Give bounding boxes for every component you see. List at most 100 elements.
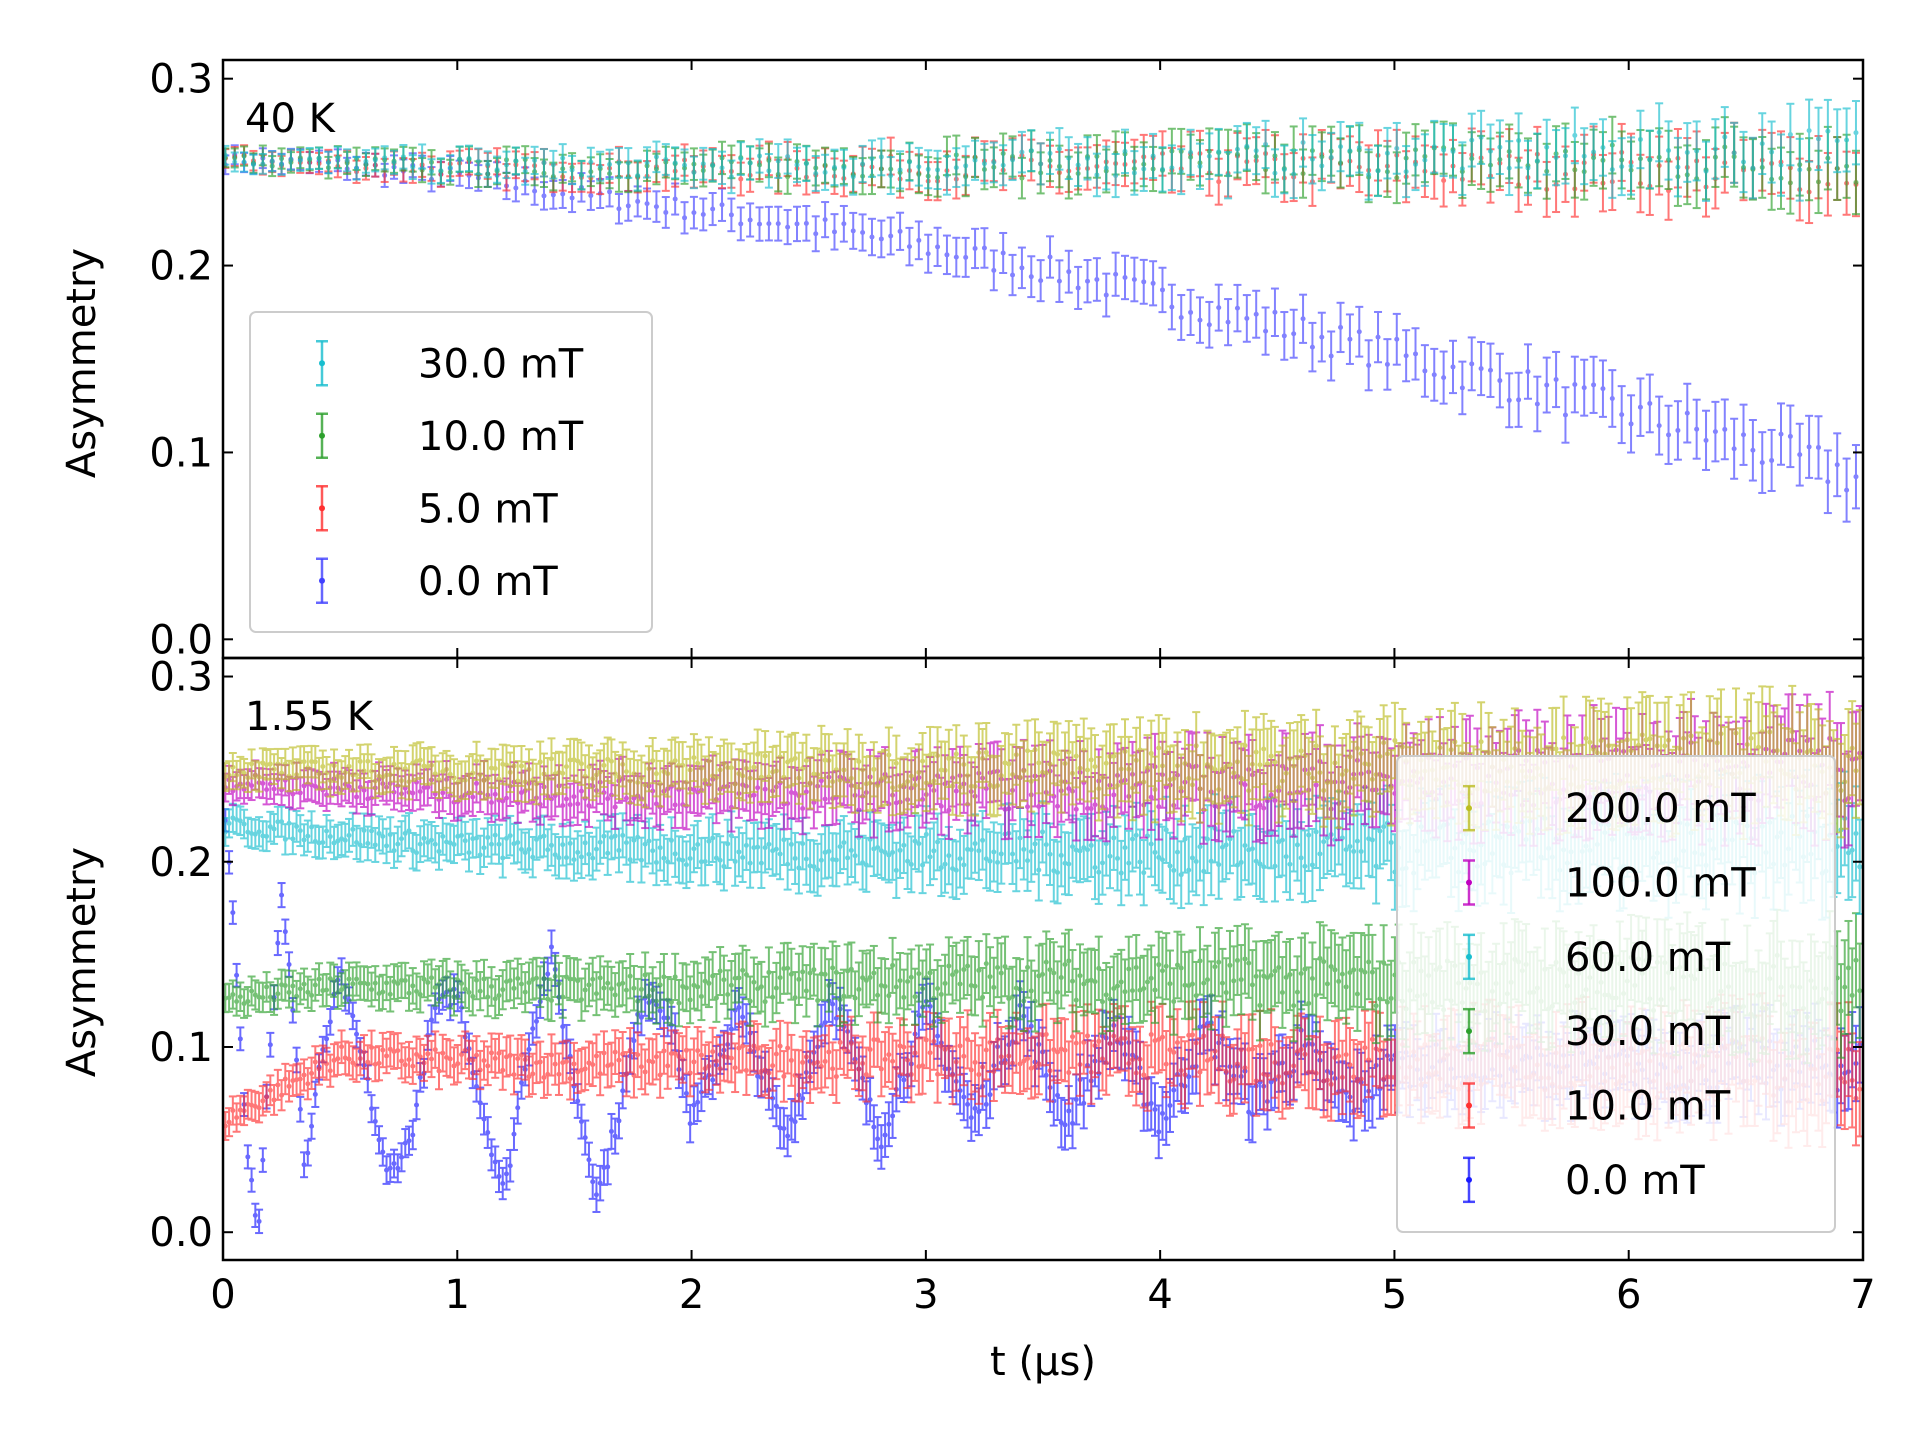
data-point — [1711, 118, 1720, 180]
data-point — [236, 1026, 245, 1052]
data-point — [1242, 121, 1251, 171]
data-point — [493, 155, 502, 184]
data-point — [225, 1107, 234, 1138]
data-point — [643, 187, 652, 220]
data-point — [322, 1046, 331, 1081]
data-point — [1449, 124, 1457, 179]
data-point — [352, 156, 361, 181]
data-point — [1214, 283, 1223, 332]
data-point — [288, 1064, 297, 1097]
data-point — [1079, 1077, 1088, 1130]
data-point — [643, 146, 652, 179]
data-point — [652, 140, 661, 174]
data-point — [528, 1011, 537, 1046]
data-point — [881, 1112, 890, 1158]
x-tick-label: 3 — [913, 1272, 938, 1318]
legend-label: 200.0 mT — [1565, 786, 1756, 832]
data-point — [755, 138, 764, 174]
data-point — [1383, 126, 1392, 180]
data-point — [1805, 414, 1814, 479]
x-tick-label: 4 — [1147, 1272, 1172, 1318]
data-point — [341, 1040, 350, 1076]
data-point — [1598, 118, 1607, 177]
data-point — [502, 150, 511, 180]
data-point — [811, 215, 820, 253]
data-point — [1057, 1096, 1066, 1149]
data-point — [689, 195, 698, 230]
data-point — [802, 145, 811, 183]
data-point — [888, 1092, 897, 1139]
data-point — [652, 190, 661, 223]
data-point — [1655, 102, 1664, 163]
data-point — [699, 197, 708, 232]
data-point — [1355, 121, 1364, 174]
data-point — [924, 233, 933, 274]
data-point — [1795, 422, 1804, 487]
data-point — [1495, 352, 1504, 409]
data-point — [375, 1045, 384, 1082]
data-point — [1467, 336, 1476, 392]
data-point — [1154, 1104, 1163, 1160]
data-point — [1645, 373, 1654, 434]
data-point — [1046, 131, 1055, 175]
data-point — [315, 146, 324, 171]
data-point — [849, 211, 858, 250]
data-point — [1580, 358, 1589, 417]
data-point — [311, 1080, 320, 1108]
data-point — [1439, 122, 1448, 178]
data-point — [1074, 265, 1083, 310]
data-point — [393, 1153, 402, 1184]
top-y-axis-title: Asymmetry — [59, 248, 105, 478]
data-point — [727, 159, 736, 195]
data-point — [933, 149, 942, 191]
legend-item: 0.0 mT — [316, 557, 558, 605]
data-point — [1186, 288, 1195, 337]
data-point — [1064, 136, 1073, 181]
y-tick-label: 0.2 — [149, 840, 213, 886]
data-point — [1411, 327, 1420, 381]
data-point — [1748, 136, 1757, 200]
data-point — [1345, 313, 1354, 365]
data-point — [592, 1176, 601, 1213]
data-point — [1767, 428, 1776, 492]
data-point — [1177, 148, 1186, 196]
legend-label: 10.0 mT — [418, 414, 584, 460]
data-point — [483, 150, 492, 179]
data-point — [746, 202, 755, 238]
data-point — [1673, 136, 1682, 198]
data-point — [1411, 137, 1420, 192]
data-point — [736, 206, 745, 242]
data-point — [1167, 144, 1176, 192]
data-point — [1345, 124, 1354, 177]
data-point — [532, 1004, 541, 1039]
data-point — [971, 227, 980, 270]
data-point — [793, 205, 801, 243]
data-point — [281, 1062, 290, 1096]
data-point — [281, 918, 290, 945]
data-point — [1270, 148, 1279, 198]
data-point — [1167, 283, 1176, 331]
data-point — [307, 1112, 316, 1140]
data-point — [708, 191, 717, 227]
data-point — [568, 154, 577, 186]
legend-item: 5.0 mT — [316, 485, 558, 532]
data-point — [1730, 417, 1739, 480]
y-tick-label: 0.1 — [149, 1025, 213, 1071]
data-point — [588, 1163, 597, 1200]
data-point — [877, 137, 886, 177]
data-point — [1392, 121, 1401, 175]
data-point — [266, 1074, 275, 1107]
data-point — [363, 1044, 372, 1080]
data-point — [386, 1030, 395, 1068]
data-point — [1533, 375, 1542, 433]
y-tick-label: 0.3 — [149, 57, 213, 103]
data-point — [1486, 123, 1495, 179]
data-point — [1486, 342, 1495, 398]
data-point — [1017, 246, 1026, 290]
data-point — [1092, 152, 1101, 198]
data-point — [1842, 107, 1851, 173]
data-point — [821, 201, 830, 239]
data-point — [1627, 394, 1636, 454]
data-point — [1664, 404, 1673, 465]
data-point — [1570, 106, 1579, 165]
